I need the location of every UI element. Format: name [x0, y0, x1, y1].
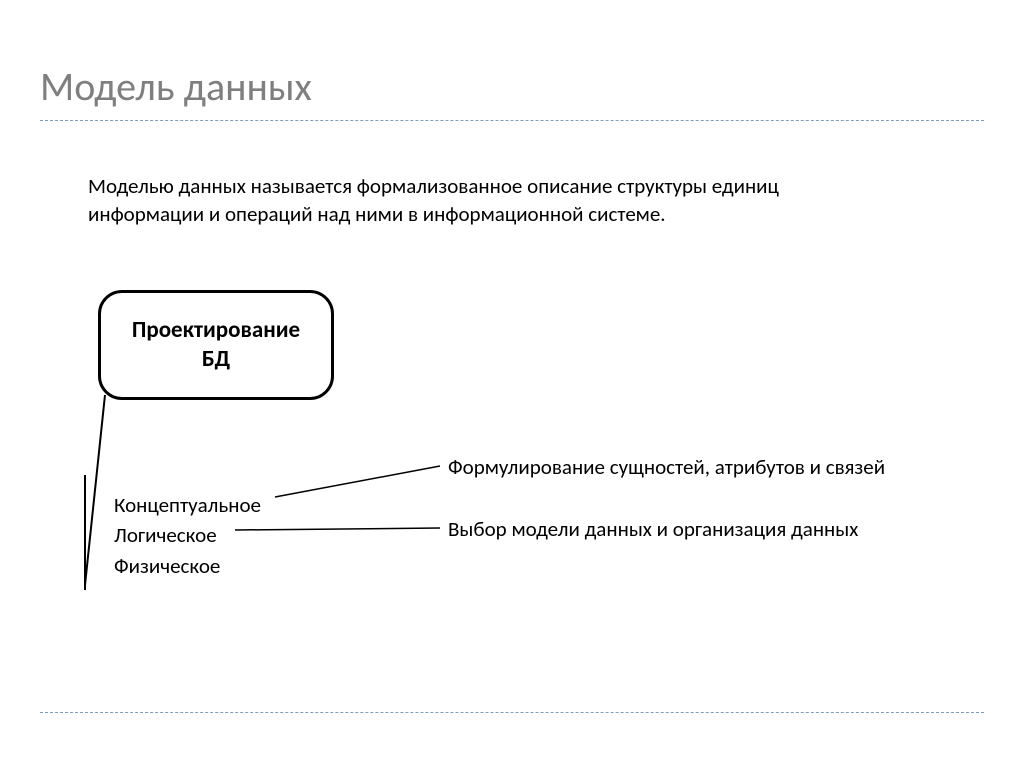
- list-item: Логическое: [114, 520, 261, 550]
- bottom-underline: [40, 712, 984, 713]
- annotation-logical: Выбор модели данных и организация данных: [448, 516, 858, 542]
- connector-box-to-list: [85, 395, 105, 585]
- list-item: Концептуальное: [114, 490, 261, 520]
- slide-title: Модель данных: [40, 62, 312, 111]
- slide-description: Моделью данных называется формализованно…: [88, 172, 848, 229]
- main-box: Проектирование БД: [98, 290, 334, 400]
- list-item: Физическое: [114, 551, 261, 581]
- design-levels-list: Концептуальное Логическое Физическое: [114, 490, 261, 581]
- connector-conceptual: [275, 466, 440, 497]
- annotation-conceptual: Формулирование сущностей, атрибутов и св…: [448, 454, 885, 480]
- title-underline: [40, 120, 984, 121]
- connector-logical: [235, 528, 440, 530]
- main-box-label: Проектирование БД: [132, 316, 300, 374]
